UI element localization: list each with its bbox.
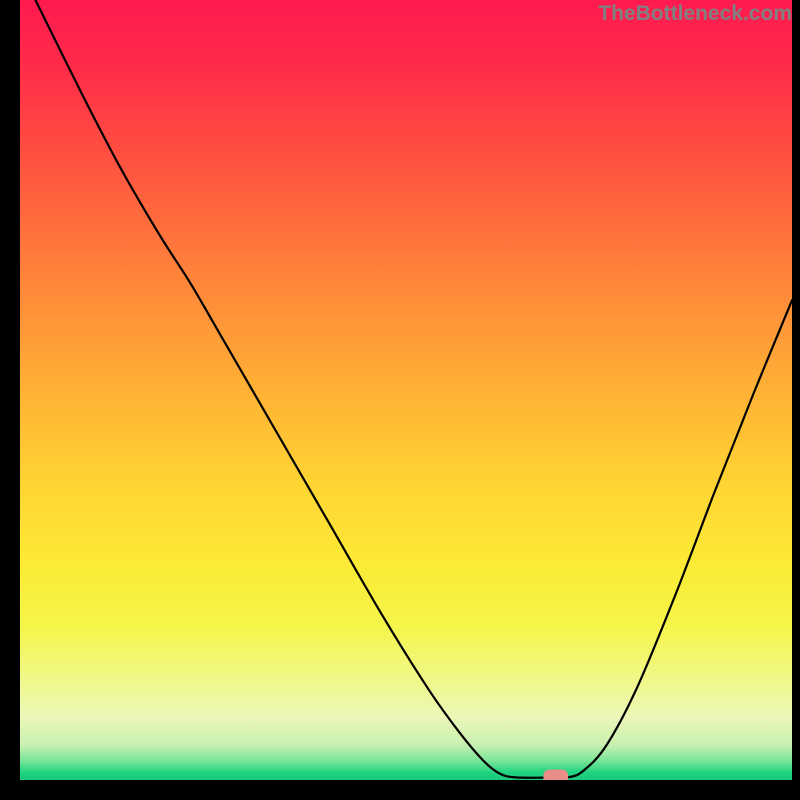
gradient-background (20, 0, 792, 780)
watermark-text: TheBottleneck.com (598, 2, 792, 26)
frame-bottom (0, 780, 800, 800)
frame-right (792, 0, 800, 800)
plot-svg (20, 0, 792, 780)
plot-area (20, 0, 792, 780)
chart-container: TheBottleneck.com (0, 0, 800, 800)
optimal-marker (543, 769, 568, 780)
frame-left (0, 0, 20, 800)
